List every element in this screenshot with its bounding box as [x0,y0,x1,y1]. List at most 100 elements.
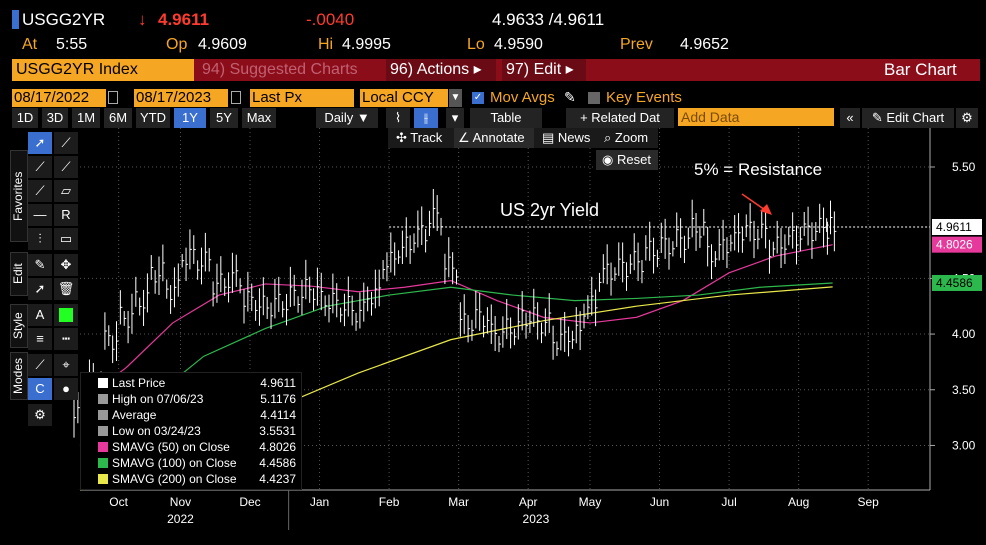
field-selector[interactable]: Last Px [250,89,354,107]
parallel-icon[interactable]: ▱ [54,180,78,202]
pen-icon[interactable]: ✎ [28,254,52,276]
cursor-icon[interactable]: ➚ [28,132,52,154]
actions-menu[interactable]: 96) Actions ▸ [386,59,496,81]
channel-icon[interactable]: ⟋ [28,180,52,202]
legend-swatch [98,426,108,436]
end-date-field[interactable]: 08/17/2023 [134,89,228,107]
at-time: 5:55 [56,36,88,53]
mov-avgs-checkbox[interactable]: ✓ [472,92,484,104]
edit-menu[interactable]: 97) Edit ▸ [502,59,586,81]
range-1d[interactable]: 1D [12,108,38,128]
range-1m[interactable]: 1M [72,108,100,128]
modes-tab[interactable]: Modes [10,352,28,400]
zoom-button[interactable]: ⌕ Zoom [604,130,648,146]
line-style-icon[interactable]: ┅ [54,328,78,350]
start-date-field[interactable]: 08/17/2022 [12,89,106,107]
suggested-charts-button[interactable]: 94) Suggested Charts [202,61,358,78]
retracement-icon[interactable]: R [54,204,78,226]
trash-icon[interactable]: 🗑 [54,278,78,300]
legend-value: 3.5531 [259,424,296,438]
track-button[interactable]: ✣ Track [396,130,442,146]
key-events-checkbox[interactable] [588,92,600,104]
add-data-input[interactable]: Add Data [678,108,834,126]
annotate-button[interactable]: ∠ Annotate [454,128,534,148]
at-label: At [22,36,38,53]
horizontal-line-icon[interactable]: — [28,204,52,226]
down-arrow-icon: ↓ [138,10,147,29]
x-tick-label: Jul [721,495,736,509]
legend-label: SMAVG (200) on Close [98,472,237,486]
move-icon[interactable]: ✥ [54,254,78,276]
open-value: 4.9609 [198,36,247,53]
x-tick-label: Oct [109,495,128,509]
legend-value: 4.9611 [260,376,296,390]
price-tag-label: 4.8026 [936,238,973,252]
x-tick-label: Sep [858,495,880,509]
rectangle-icon[interactable]: ▭ [54,228,78,250]
legend-swatch [98,458,108,468]
chart-title: US 2yr Yield [500,200,599,220]
settings-gear-icon[interactable]: ⚙ [28,404,52,426]
price-tag-label: 4.4586 [936,276,973,290]
draw-line-icon[interactable]: ⟋ [54,132,78,154]
edit-chart-button[interactable]: ✎ Edit Chart [862,108,954,128]
chart-type[interactable]: Bar Chart [884,60,957,79]
x-tick-label: Jan [310,495,329,509]
more-chevron-icon[interactable]: ▾ [446,108,464,128]
menu-bar [12,59,980,81]
text-style-icon[interactable]: A [28,304,52,326]
legend-label: SMAVG (100) on Close [98,456,237,470]
range-3d[interactable]: 3D [42,108,68,128]
ruler-icon[interactable]: ⟋ [28,354,52,376]
track-label: Track [410,130,443,145]
line-chart-icon[interactable]: ⌇ [386,108,410,128]
legend-value: 5.1176 [260,392,296,406]
trendline-icon[interactable]: ⟋ [28,156,52,178]
legend-label: Low on 03/24/23 [98,424,201,438]
currency-selector[interactable]: Local CCY [360,89,448,107]
range-ytd[interactable]: YTD [136,108,170,128]
gear-icon[interactable]: ⚙ [956,108,978,128]
table-button[interactable]: Table [470,108,542,128]
chevron-down-icon[interactable]: ▼ [449,89,462,107]
edit-tab[interactable]: Edit [10,252,28,296]
pencil-icon[interactable]: ✎ [564,89,576,105]
crosshair-mode-icon[interactable]: ⌖ [54,354,78,376]
select-icon[interactable]: ➚ [28,278,52,300]
color-swatch-icon[interactable] [54,304,78,326]
legend-value: 4.4237 [259,472,296,486]
legend-box [80,372,302,490]
edit-chart-label: Edit Chart [886,110,945,125]
crosshair-icon: ✣ [396,130,411,145]
pencil-icon: ✎ [871,110,887,125]
favorites-tab[interactable]: Favorites [10,150,28,242]
ray-icon[interactable]: ⟋ [54,156,78,178]
fib-icon[interactable]: ⫶ [28,228,52,250]
legend-value: 4.4114 [260,408,296,422]
style-tab[interactable]: Style [10,304,28,348]
range-max[interactable]: Max [242,108,276,128]
line-weight-icon[interactable]: ≡ [28,328,52,350]
year-label: 2023 [523,512,550,526]
legend-swatch [98,378,108,388]
calendar-icon[interactable] [231,91,241,104]
security-index[interactable]: USGG2YR Index [12,59,194,81]
range-1y[interactable]: 1Y [174,108,206,128]
range-5y[interactable]: 5Y [210,108,238,128]
related-data-button[interactable]: + Related Dat [566,108,674,128]
chart-svg[interactable]: 5.504.504.003.503.00OctNovDecJanFebMarAp… [0,128,986,545]
zoom-icon: ⌕ [604,130,615,145]
magnet-icon[interactable]: C [28,378,52,400]
bar-chart-icon[interactable]: ⫲ [414,108,438,128]
reset-button[interactable]: ◉ Reset [596,150,658,170]
low-value: 4.9590 [494,36,543,53]
range-6m[interactable]: 6M [104,108,132,128]
palette-icon[interactable]: ● [54,378,78,400]
reset-icon: ◉ [602,152,617,167]
calendar-icon[interactable] [108,91,118,104]
frequency-selector[interactable]: Daily ▼ [316,108,378,128]
news-button[interactable]: ▤ News [542,130,590,146]
x-tick-label: Apr [519,495,538,509]
series-line [79,282,833,446]
collapse-icon[interactable]: « [840,108,860,128]
